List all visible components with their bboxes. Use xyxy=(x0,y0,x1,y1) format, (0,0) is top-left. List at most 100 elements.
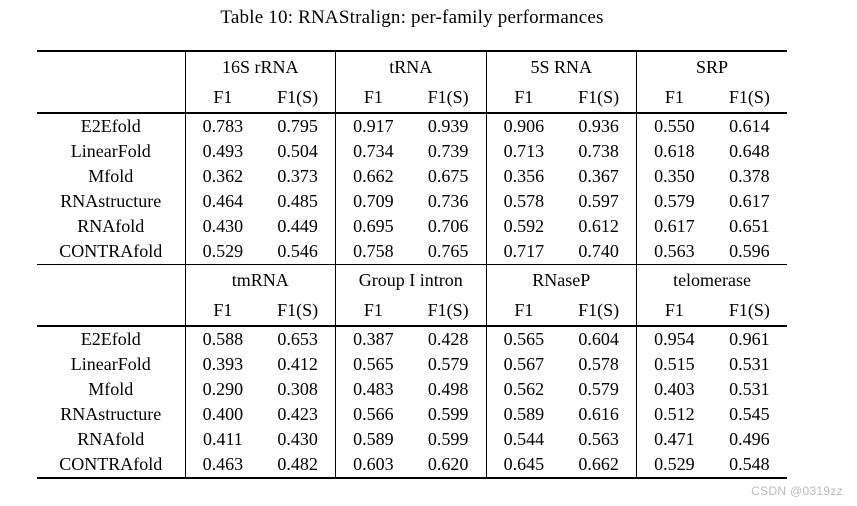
cell-f1: 0.589 xyxy=(485,402,562,427)
cell-f1: 0.662 xyxy=(335,164,411,189)
cell-f1s: 0.738 xyxy=(578,141,619,161)
metric-label-f1: F1 xyxy=(184,82,261,114)
cell-f1: 0.603 xyxy=(335,452,411,479)
cell-f1s: 0.428 xyxy=(427,329,469,349)
table-row: CONTRAfold 0.463 0.482 0.603 0.620 0.645 0.662… xyxy=(37,452,788,479)
cell-f1: 0.493 xyxy=(184,139,261,164)
cell-f1: 0.544 xyxy=(485,427,562,452)
row-label: RNAfold xyxy=(77,216,145,236)
row-label: RNAfold xyxy=(77,429,145,449)
table-row: LinearFold 0.493 0.504 0.734 0.739 0.713 0.738… xyxy=(37,139,787,164)
cell-f1s: 0.579 xyxy=(427,354,469,374)
row-label: LinearFold xyxy=(70,141,151,161)
cell-f1s: 0.739 xyxy=(427,141,469,161)
cell-f1: 0.917 xyxy=(335,113,411,139)
metric-label-f1s: F1(S) xyxy=(711,82,788,114)
metric-label-f1: F1 xyxy=(335,295,411,327)
metric-label-f1s: F1(S) xyxy=(260,82,336,114)
cell-f1: 0.290 xyxy=(184,377,261,402)
cell-f1s: 0.367 xyxy=(578,166,619,186)
cell-f1: 0.393 xyxy=(184,352,261,377)
metric-label-f1: F1 xyxy=(636,82,712,114)
cell-f1: 0.529 xyxy=(184,239,261,265)
metric-label-f1: F1 xyxy=(184,295,261,327)
cell-f1: 0.350 xyxy=(636,164,712,189)
cell-f1s: 0.675 xyxy=(427,166,469,186)
cell-f1s: 0.599 xyxy=(427,429,469,449)
cell-f1: 0.562 xyxy=(485,377,562,402)
metric-label-f1: F1 xyxy=(636,295,712,327)
cell-f1s: 0.612 xyxy=(578,216,619,236)
cell-f1: 0.713 xyxy=(485,139,562,164)
group-header-tmrna: tmRNA xyxy=(184,264,336,295)
cell-f1: 0.734 xyxy=(335,139,411,164)
cell-f1s: 0.614 xyxy=(729,116,770,136)
row-label: LinearFold xyxy=(70,354,151,374)
cell-f1: 0.645 xyxy=(485,452,562,479)
cell-f1: 0.579 xyxy=(636,189,712,214)
cell-f1: 0.617 xyxy=(636,214,712,239)
cell-f1s: 0.597 xyxy=(578,191,619,211)
row-label: CONTRAfold xyxy=(37,239,185,265)
metric-label-f1: F1 xyxy=(485,295,562,327)
metric-label-f1s: F1(S) xyxy=(561,295,637,327)
corner-cell xyxy=(37,82,185,114)
cell-f1: 0.717 xyxy=(485,239,562,265)
cell-f1: 0.387 xyxy=(335,326,411,352)
performance-table: 16S rRNA tRNA 5S RNA SRP F1 F1(S) F1 F1(… xyxy=(37,50,788,479)
table-row: Mfold 0.362 0.373 0.662 0.675 0.356 0.367 0.350… xyxy=(37,164,787,189)
cell-f1s: 0.498 xyxy=(427,379,469,399)
group-header-trna: tRNA xyxy=(335,51,487,82)
metric-label-f1s: F1(S) xyxy=(711,295,788,327)
cell-f1: 0.403 xyxy=(636,377,712,402)
corner-cell xyxy=(37,265,185,296)
cell-f1s: 0.765 xyxy=(410,239,487,265)
cell-f1s: 0.563 xyxy=(578,429,619,449)
table-row: Mfold 0.290 0.308 0.483 0.498 0.562 0.579 0.403… xyxy=(37,377,787,402)
cell-f1s: 0.620 xyxy=(410,452,487,479)
cell-f1: 0.618 xyxy=(636,139,712,164)
cell-f1: 0.567 xyxy=(485,352,562,377)
cell-f1s: 0.449 xyxy=(277,216,318,236)
metric-label-f1s: F1(S) xyxy=(260,295,336,327)
group-header-row: 16S rRNA tRNA 5S RNA SRP xyxy=(37,51,788,82)
row-label: CONTRAfold xyxy=(37,452,185,479)
metric-label-f1s: F1(S) xyxy=(561,82,637,114)
cell-f1: 0.758 xyxy=(335,239,411,265)
cell-f1s: 0.662 xyxy=(561,452,637,479)
cell-f1s: 0.936 xyxy=(578,116,619,136)
cell-f1s: 0.548 xyxy=(711,452,788,479)
table-row: E2Efold 0.783 0.795 0.917 0.939 0.906 0.936 0.5… xyxy=(37,113,787,139)
metric-header-row: F1 F1(S) F1 F1(S) F1 F1(S) F1 F1(S) xyxy=(37,82,788,114)
cell-f1s: 0.579 xyxy=(578,379,619,399)
table-row: RNAfold 0.430 0.449 0.695 0.706 0.592 0.612 0.6… xyxy=(37,214,787,239)
cell-f1: 0.430 xyxy=(184,214,261,239)
metric-label-f1s: F1(S) xyxy=(410,295,487,327)
metric-label-f1s: F1(S) xyxy=(410,82,487,114)
watermark: CSDN @0319zz xyxy=(751,484,843,498)
group-header-row: tmRNA Group I intron RNaseP telomerase xyxy=(37,264,788,296)
row-label: Mfold xyxy=(88,379,134,399)
row-label: Mfold xyxy=(88,166,134,186)
cell-f1s: 0.795 xyxy=(277,116,318,136)
cell-f1: 0.566 xyxy=(335,402,411,427)
cell-f1s: 0.578 xyxy=(578,354,619,374)
group-header-5s-rna: 5S RNA xyxy=(485,51,637,82)
cell-f1s: 0.961 xyxy=(729,329,770,349)
row-label: E2Efold xyxy=(80,329,141,349)
cell-f1: 0.400 xyxy=(184,402,261,427)
cell-f1s: 0.736 xyxy=(427,191,469,211)
table-row: RNAfold 0.411 0.430 0.589 0.599 0.544 0.563 0.4… xyxy=(37,427,787,452)
cell-f1s: 0.531 xyxy=(729,379,770,399)
cell-f1s: 0.740 xyxy=(561,239,637,265)
cell-f1: 0.578 xyxy=(485,189,562,214)
cell-f1s: 0.653 xyxy=(277,329,318,349)
row-label: RNAstructure xyxy=(60,404,162,424)
cell-f1: 0.709 xyxy=(335,189,411,214)
cell-f1s: 0.545 xyxy=(729,404,770,424)
cell-f1s: 0.482 xyxy=(260,452,336,479)
cell-f1: 0.471 xyxy=(636,427,712,452)
cell-f1s: 0.496 xyxy=(729,429,770,449)
cell-f1s: 0.430 xyxy=(277,429,318,449)
cell-f1s: 0.531 xyxy=(729,354,770,374)
